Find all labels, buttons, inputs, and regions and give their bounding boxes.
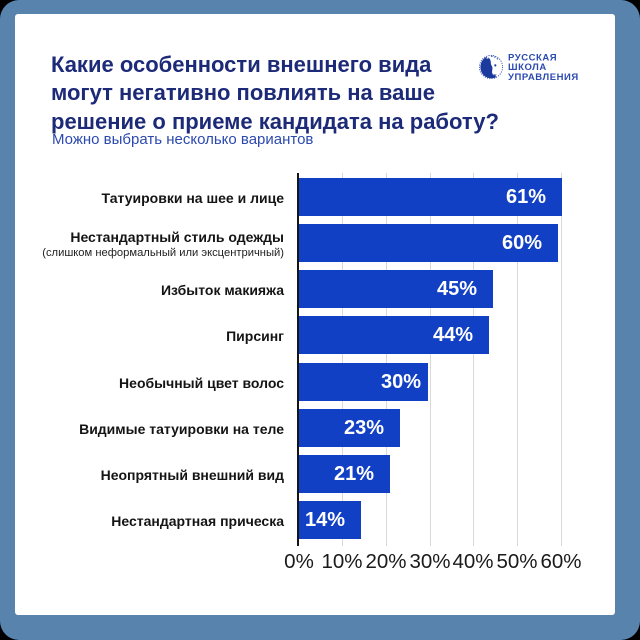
svg-text:ШКОЛА: ШКОЛА bbox=[508, 62, 547, 73]
svg-text:УПРАВЛЕНИЯ: УПРАВЛЕНИЯ bbox=[508, 72, 579, 83]
svg-text:РУССКАЯ: РУССКАЯ bbox=[508, 53, 557, 64]
